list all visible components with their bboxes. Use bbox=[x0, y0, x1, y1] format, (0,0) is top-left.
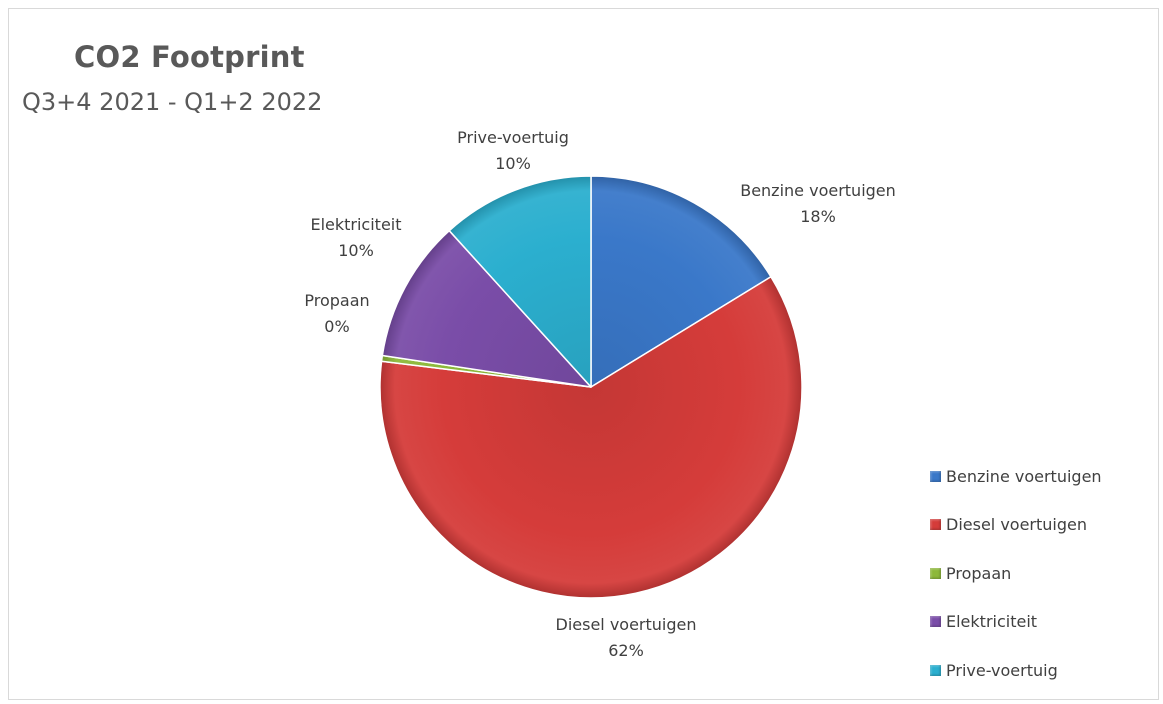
legend-swatch-benzine bbox=[930, 470, 941, 482]
legend-swatch-diesel bbox=[930, 519, 941, 531]
data-label-propaan-value: 0% bbox=[324, 317, 349, 336]
pie-slices bbox=[379, 175, 803, 599]
data-label-elektriciteit: Elektriciteit 10% bbox=[310, 215, 401, 260]
legend-label-prive: Prive-voertuig bbox=[946, 660, 1058, 680]
legend-label-elektriciteit: Elektriciteit bbox=[946, 612, 1038, 632]
data-label-prive-name: Prive-voertuig bbox=[457, 128, 569, 147]
data-label-elektriciteit-name: Elektriciteit bbox=[310, 215, 401, 234]
data-label-propaan-name: Propaan bbox=[304, 291, 369, 310]
chart-title: CO2 Footprint bbox=[74, 40, 305, 74]
data-label-elektriciteit-value: 10% bbox=[338, 241, 374, 260]
legend-label-benzine: Benzine voertuigen bbox=[946, 466, 1102, 486]
data-label-propaan: Propaan 0% bbox=[304, 291, 369, 336]
legend-item-elektriciteit: Elektriciteit bbox=[930, 598, 1102, 647]
pie-slice-prive bbox=[448, 175, 592, 388]
pie-slice-benzine bbox=[590, 175, 772, 388]
legend-item-diesel: Diesel voertuigen bbox=[930, 501, 1102, 550]
legend-item-prive: Prive-voertuig bbox=[930, 646, 1102, 695]
legend-label-propaan: Propaan bbox=[946, 563, 1012, 583]
data-label-benzine-value: 18% bbox=[800, 207, 836, 226]
data-label-prive: Prive-voertuig 10% bbox=[457, 128, 569, 173]
pie-slice-elektriciteit bbox=[381, 229, 592, 388]
data-label-benzine-name: Benzine voertuigen bbox=[740, 181, 896, 200]
legend-swatch-elektriciteit bbox=[930, 616, 941, 628]
data-label-benzine: Benzine voertuigen 18% bbox=[740, 181, 896, 226]
legend-item-propaan: Propaan bbox=[930, 549, 1102, 598]
legend-item-benzine: Benzine voertuigen bbox=[930, 452, 1102, 501]
chart-legend: Benzine voertuigen Diesel voertuigen Pro… bbox=[930, 452, 1102, 695]
legend-swatch-propaan bbox=[930, 567, 941, 579]
legend-label-diesel: Diesel voertuigen bbox=[946, 515, 1087, 535]
data-label-diesel-name: Diesel voertuigen bbox=[556, 615, 697, 634]
legend-swatch-prive bbox=[930, 664, 941, 676]
data-label-diesel-value: 62% bbox=[608, 641, 644, 660]
chart-subtitle: Q3+4 2021 - Q1+2 2022 bbox=[22, 88, 323, 116]
pie-slice-diesel bbox=[379, 276, 803, 599]
data-label-diesel: Diesel voertuigen 62% bbox=[556, 615, 697, 660]
data-label-prive-value: 10% bbox=[495, 154, 531, 173]
